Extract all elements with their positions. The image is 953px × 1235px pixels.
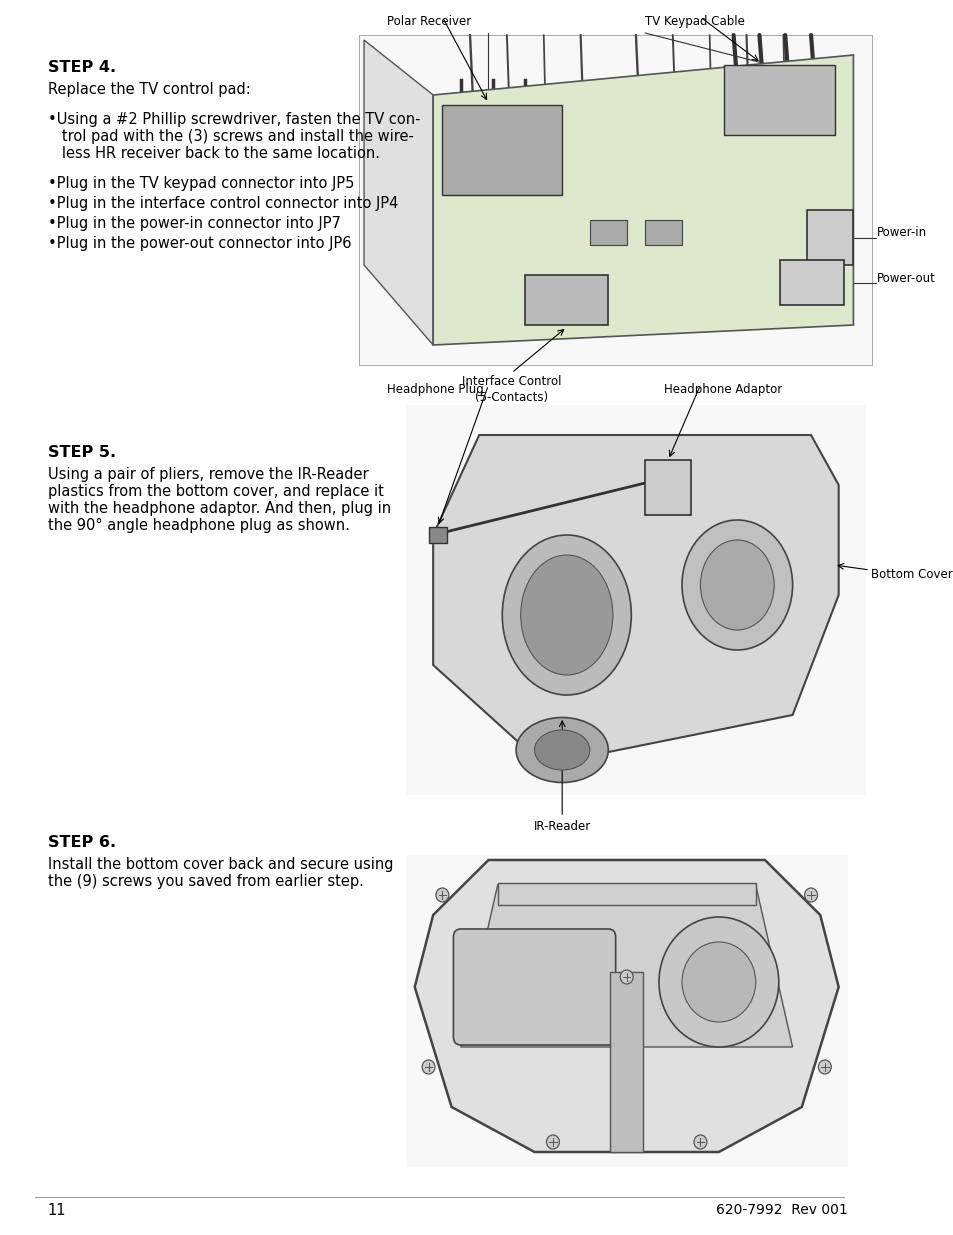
Text: trol pad with the (3) screws and install the wire-: trol pad with the (3) screws and install… [48, 128, 414, 144]
Text: STEP 4.: STEP 4. [48, 61, 116, 75]
FancyBboxPatch shape [453, 929, 615, 1045]
Bar [723, 65, 834, 135]
Bar [442, 105, 561, 195]
Ellipse shape [681, 520, 792, 650]
Bar [359, 35, 871, 366]
Text: TV Keypad Cable: TV Keypad Cable [644, 15, 744, 28]
Text: Install the bottom cover back and secure using: Install the bottom cover back and secure… [48, 857, 393, 872]
Ellipse shape [534, 730, 589, 769]
Text: Replace the TV control pad:: Replace the TV control pad: [48, 82, 251, 98]
Bar [497, 883, 755, 905]
Text: plastics from the bottom cover, and replace it: plastics from the bottom cover, and repl… [48, 484, 383, 499]
Polygon shape [433, 435, 838, 764]
Ellipse shape [520, 555, 612, 676]
Ellipse shape [516, 718, 608, 783]
Text: less HR receiver back to the same location.: less HR receiver back to the same locati… [48, 146, 379, 161]
Text: •Plug in the power-out connector into JP6: •Plug in the power-out connector into JP… [48, 236, 351, 251]
Ellipse shape [700, 540, 773, 630]
Bar [610, 972, 642, 1152]
Bar [405, 405, 865, 795]
Bar [644, 459, 691, 515]
Text: IR-Reader: IR-Reader [533, 820, 590, 832]
Text: with the headphone adaptor. And then, plug in: with the headphone adaptor. And then, pl… [48, 501, 391, 516]
Bar [525, 275, 608, 325]
Polygon shape [433, 56, 853, 345]
Bar [405, 855, 847, 1167]
Bar [428, 527, 447, 543]
Circle shape [693, 1135, 706, 1149]
Circle shape [659, 918, 778, 1047]
Text: •Using a #2 Phillip screwdriver, fasten the TV con-: •Using a #2 Phillip screwdriver, fasten … [48, 112, 420, 127]
Text: STEP 5.: STEP 5. [48, 445, 116, 459]
Text: Headphone Adaptor: Headphone Adaptor [663, 383, 781, 396]
Bar [806, 210, 853, 266]
Circle shape [803, 888, 817, 902]
Text: the (9) screws you saved from earlier step.: the (9) screws you saved from earlier st… [48, 874, 363, 889]
Bar [779, 261, 843, 305]
Circle shape [681, 942, 755, 1023]
Text: 620-7992  Rev 001: 620-7992 Rev 001 [716, 1203, 847, 1216]
Text: the 90° angle headphone plug as shown.: the 90° angle headphone plug as shown. [48, 517, 350, 534]
Text: Power-out: Power-out [876, 272, 934, 284]
Circle shape [421, 1060, 435, 1074]
Polygon shape [460, 885, 792, 1047]
Polygon shape [364, 40, 433, 345]
Text: Power-in: Power-in [876, 226, 925, 240]
Text: Interface Control
(5-Contacts): Interface Control (5-Contacts) [461, 375, 560, 404]
Text: 11: 11 [48, 1203, 67, 1218]
Bar [589, 220, 626, 245]
Bar [644, 220, 681, 245]
Polygon shape [415, 860, 838, 1152]
Circle shape [619, 969, 633, 984]
Text: Using a pair of pliers, remove the IR-Reader: Using a pair of pliers, remove the IR-Re… [48, 467, 368, 482]
Ellipse shape [502, 535, 631, 695]
Circle shape [818, 1060, 830, 1074]
Text: •Plug in the power-in connector into JP7: •Plug in the power-in connector into JP7 [48, 216, 340, 231]
Text: Polar Receiver: Polar Receiver [387, 15, 471, 28]
Text: •Plug in the interface control connector into JP4: •Plug in the interface control connector… [48, 196, 398, 211]
Text: Bottom Cover: Bottom Cover [870, 568, 952, 582]
Text: STEP 6.: STEP 6. [48, 835, 116, 850]
Text: •Plug in the TV keypad connector into JP5: •Plug in the TV keypad connector into JP… [48, 177, 354, 191]
Circle shape [436, 888, 448, 902]
Circle shape [546, 1135, 558, 1149]
Text: Headphone Plug: Headphone Plug [387, 383, 483, 396]
